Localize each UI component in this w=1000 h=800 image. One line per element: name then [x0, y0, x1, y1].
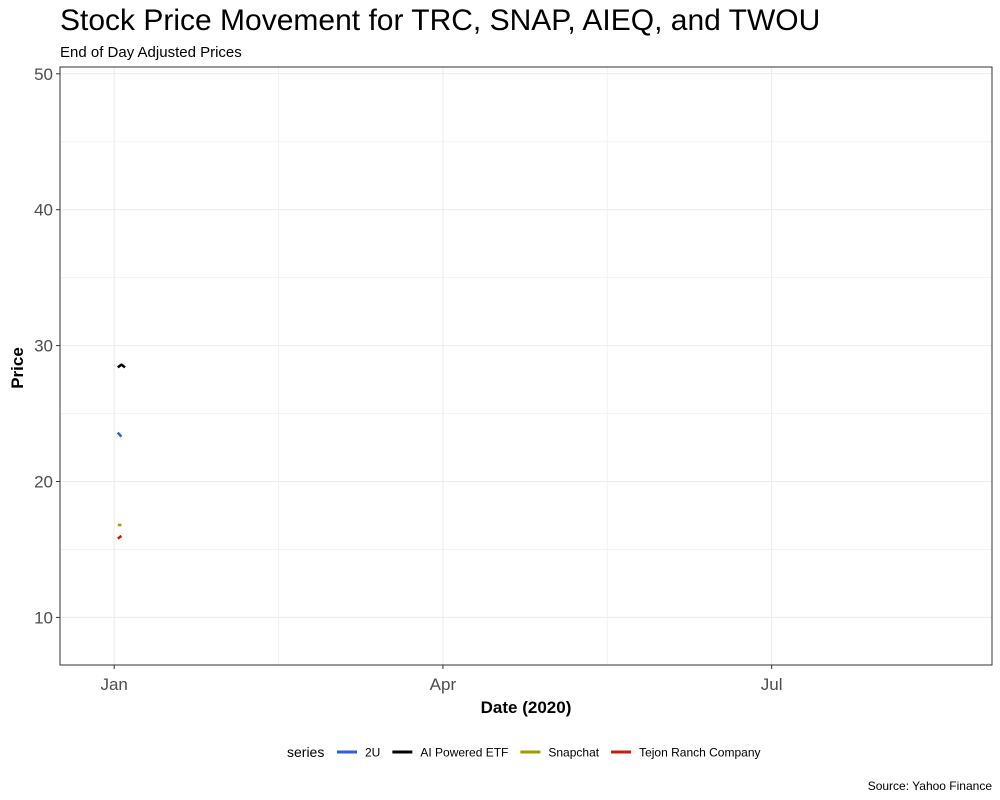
legend: series 2U AI Powered ETF Snapchat Tejon Ran…	[287, 744, 761, 760]
x-tick-label: Jul	[761, 675, 783, 694]
legend-label: Snapchat	[548, 746, 599, 760]
series-line	[117, 363, 126, 369]
legend-label: 2U	[365, 746, 380, 760]
chart-caption: Source: Yahoo Finance	[868, 779, 993, 793]
series-lines	[116, 363, 126, 540]
x-tick-label: Jan	[100, 675, 127, 694]
y-tick-label: 50	[34, 65, 53, 84]
major-gridlines	[60, 67, 992, 665]
series-line	[116, 431, 123, 438]
x-axis-title: Date (2020)	[481, 698, 572, 717]
minor-gridlines	[60, 67, 992, 665]
legend-label: AI Powered ETF	[420, 746, 508, 760]
chart-subtitle: End of Day Adjusted Prices	[60, 44, 242, 61]
plot-panel-border	[59, 66, 993, 666]
x-tick-label: Apr	[430, 675, 457, 694]
legend-title: series	[287, 744, 324, 760]
y-axis-ticks: 10 20 30 40 50	[34, 65, 60, 627]
chart-title: Stock Price Movement for TRC, SNAP, AIEQ…	[60, 4, 820, 37]
legend-label: Tejon Ranch Company	[639, 746, 760, 760]
y-tick-label: 40	[34, 201, 53, 220]
x-axis-ticks: Jan Apr Jul	[100, 665, 783, 694]
y-tick-label: 10	[34, 608, 53, 627]
y-tick-label: 30	[34, 337, 53, 356]
y-tick-label: 20	[34, 473, 53, 492]
y-axis-title: Price	[8, 347, 27, 389]
series-line	[117, 534, 123, 540]
